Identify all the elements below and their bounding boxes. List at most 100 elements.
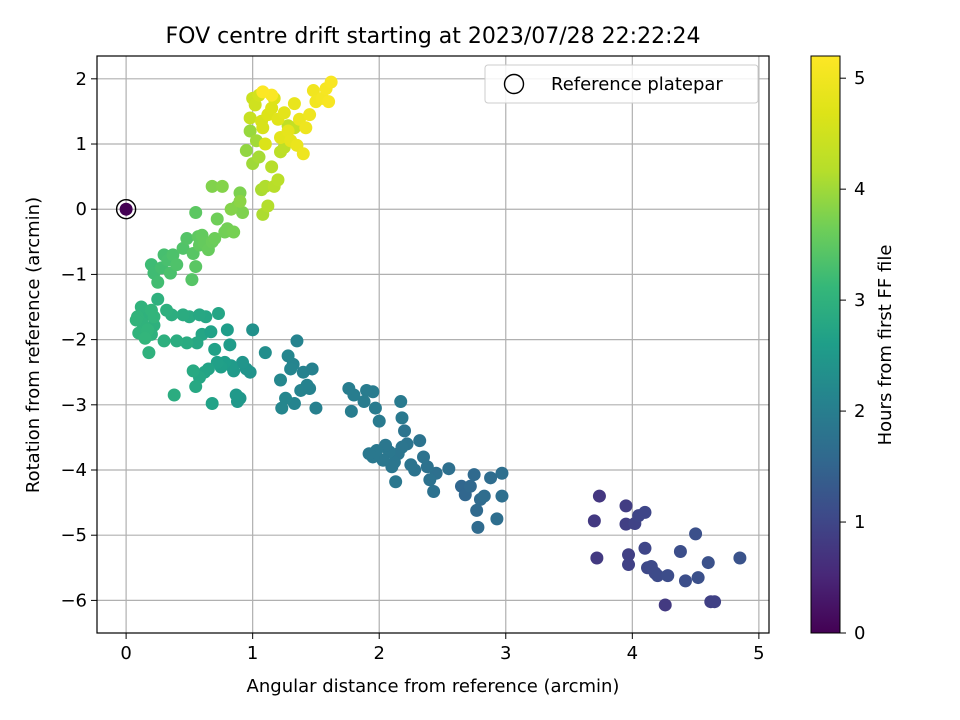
- data-point: [261, 199, 275, 213]
- y-tick-label: −5: [60, 525, 87, 546]
- colorbar-tick-label: 0: [854, 623, 865, 644]
- data-point: [129, 313, 143, 327]
- data-point: [185, 273, 199, 287]
- x-tick-label: 0: [120, 643, 131, 664]
- data-point: [176, 308, 190, 322]
- data-point: [265, 160, 279, 174]
- data-point: [394, 395, 408, 409]
- data-point: [220, 323, 234, 337]
- data-point: [142, 346, 156, 360]
- legend-marker-reference: [503, 73, 525, 95]
- data-point: [223, 338, 237, 352]
- data-point: [233, 194, 247, 208]
- colorbar-tick-label: 3: [854, 290, 865, 311]
- data-point: [258, 137, 272, 151]
- data-point: [470, 503, 484, 517]
- colorbar-tick-label: 4: [854, 179, 865, 200]
- x-tick-label: 5: [753, 643, 764, 664]
- y-tick-label: −4: [60, 460, 87, 481]
- colorbar-label: Hours from first FF file: [875, 245, 896, 446]
- data-point: [243, 111, 257, 125]
- data-point: [157, 334, 171, 348]
- data-point: [236, 205, 250, 219]
- y-tick-label: −6: [60, 590, 87, 611]
- x-tick-label: 3: [500, 643, 511, 664]
- data-point: [357, 395, 371, 409]
- data-point: [265, 101, 279, 115]
- data-point: [303, 108, 317, 122]
- data-point: [477, 489, 491, 503]
- data-point: [708, 595, 722, 609]
- legend-label-reference: Reference platepar: [551, 74, 723, 95]
- data-point: [490, 512, 504, 526]
- data-point: [701, 556, 715, 570]
- data-point: [287, 97, 301, 111]
- y-tick-label: 2: [76, 69, 87, 90]
- data-point: [167, 388, 181, 402]
- data-point: [277, 106, 291, 120]
- data-point: [271, 173, 285, 187]
- data-point: [205, 397, 219, 411]
- data-point: [420, 460, 434, 474]
- data-point: [246, 323, 260, 337]
- data-point: [678, 574, 692, 588]
- data-point: [204, 325, 218, 339]
- data-point: [344, 404, 358, 418]
- data-point: [673, 545, 687, 559]
- data-point: [590, 551, 604, 565]
- data-point: [205, 179, 219, 193]
- colorbar-tick-label: 1: [854, 512, 865, 533]
- y-axis-ticks: 2 1 0 −1 −2 −3 −4 −5 −6: [60, 69, 97, 611]
- data-point: [306, 84, 320, 98]
- data-point: [210, 212, 224, 226]
- data-point: [376, 453, 390, 467]
- data-point: [622, 558, 636, 572]
- data-point: [274, 373, 288, 387]
- y-tick-label: −3: [60, 395, 87, 416]
- data-point: [495, 489, 509, 503]
- data-point: [362, 447, 376, 461]
- data-point: [170, 334, 184, 348]
- data-point: [284, 362, 298, 376]
- data-point: [467, 468, 481, 482]
- x-tick-label: 2: [373, 643, 384, 664]
- data-point: [190, 336, 204, 350]
- data-point: [658, 598, 672, 612]
- data-point: [587, 514, 601, 528]
- data-point: [423, 473, 437, 487]
- y-tick-label: −2: [60, 330, 87, 351]
- data-point: [236, 355, 250, 369]
- chart-title: FOV centre drift starting at 2023/07/28 …: [166, 24, 701, 49]
- data-point: [239, 144, 253, 158]
- data-point: [442, 462, 456, 476]
- data-point: [296, 147, 310, 161]
- colorbar: 0 1 2 3 4 5 Hours from first FF file: [810, 55, 896, 644]
- data-point: [638, 505, 652, 519]
- data-point: [299, 121, 313, 135]
- y-axis-label: Rotation from reference (arcmin): [23, 197, 44, 493]
- data-point: [305, 362, 319, 376]
- data-point: [322, 95, 336, 109]
- data-point: [227, 225, 241, 239]
- data-point: [119, 202, 133, 216]
- data-point: [151, 292, 165, 306]
- data-point: [395, 411, 409, 425]
- data-point: [186, 364, 200, 378]
- data-point: [619, 499, 633, 513]
- data-point: [413, 434, 427, 448]
- data-point: [243, 124, 257, 138]
- data-point: [651, 569, 665, 583]
- data-point: [389, 475, 403, 489]
- data-point: [180, 232, 194, 246]
- data-point: [275, 401, 289, 415]
- data-point: [170, 258, 184, 272]
- legend-box: [484, 64, 759, 104]
- x-tick-label: 1: [247, 643, 258, 664]
- data-point: [427, 485, 441, 499]
- data-point: [211, 307, 225, 321]
- data-point: [622, 548, 636, 562]
- data-point: [290, 334, 304, 348]
- data-point: [638, 541, 652, 555]
- data-point: [138, 331, 152, 345]
- colorbar-gradient: [810, 55, 841, 634]
